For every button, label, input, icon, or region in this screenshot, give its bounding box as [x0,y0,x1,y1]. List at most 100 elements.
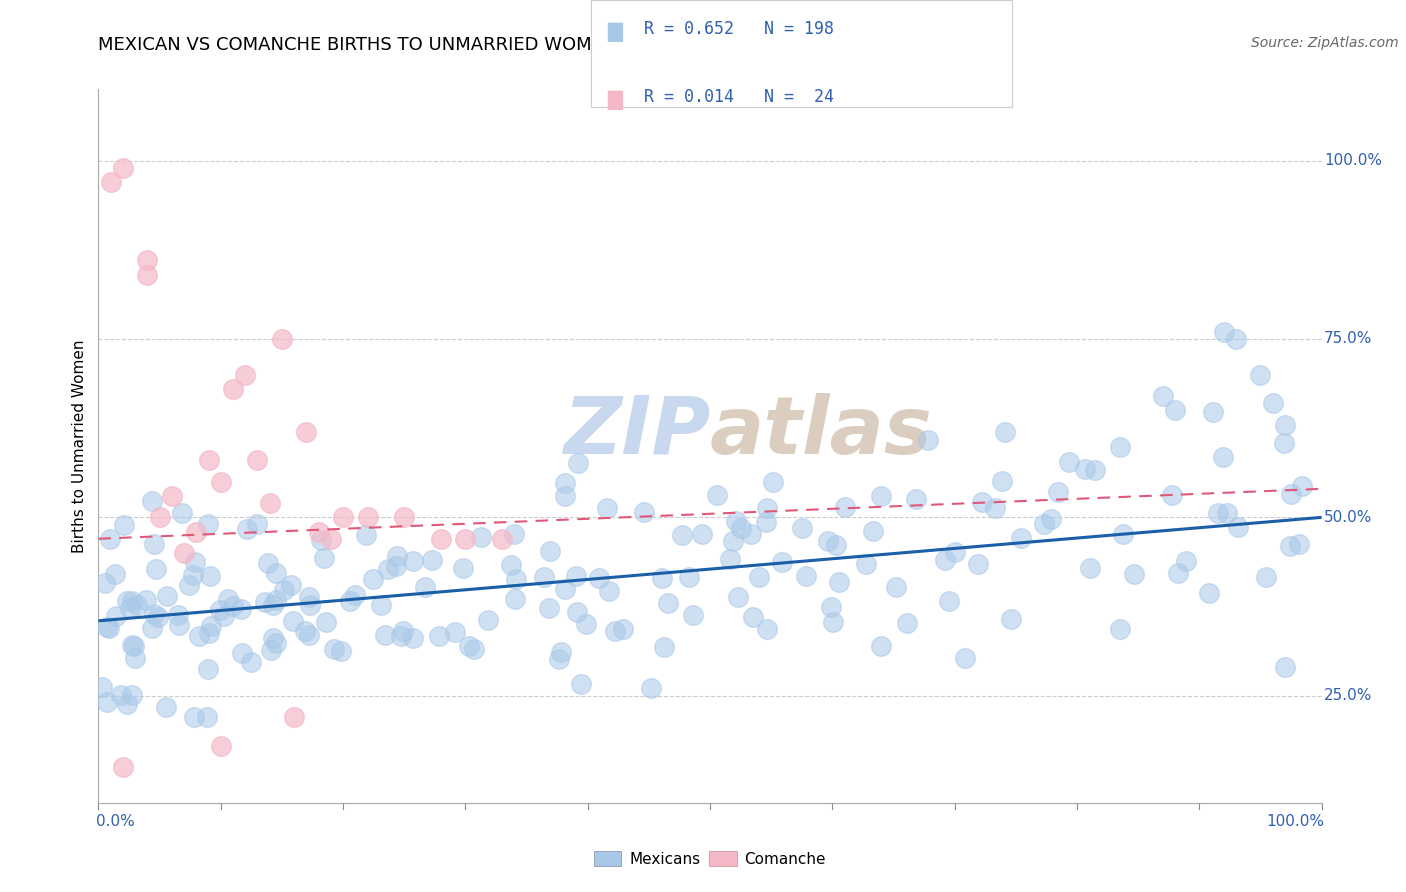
Point [145,562,167,576]
Point [387,549,409,563]
Point [725,515,748,529]
Point [1206,506,1229,520]
Text: 100.0%: 100.0% [1324,153,1382,168]
Point [141,494,163,508]
Point [567,456,589,470]
Text: 75.0%: 75.0% [1324,332,1372,346]
Point [1274,417,1296,432]
Point [280,578,302,592]
Point [503,526,526,541]
Point [299,598,322,612]
Point [181,567,204,582]
Point [209,739,232,753]
Point [1202,405,1225,419]
Point [1249,368,1271,382]
Point [186,524,208,539]
Point [454,532,477,546]
Point [93,576,115,591]
Point [1084,463,1107,477]
Point [167,617,190,632]
Point [678,570,700,584]
Point [217,592,239,607]
Point [575,616,598,631]
Point [254,594,277,608]
Point [389,629,412,643]
Point [422,553,444,567]
Point [598,583,620,598]
Point [229,602,252,616]
Point [588,571,610,585]
Point [112,517,135,532]
Point [172,506,194,520]
Point [91,681,114,695]
Point [463,642,485,657]
Point [105,608,128,623]
Point [855,557,877,571]
Point [402,553,425,567]
Point [392,510,416,524]
Point [197,662,219,676]
Point [111,760,134,774]
Y-axis label: Births to Unmarried Women: Births to Unmarried Women [72,339,87,553]
Point [195,710,218,724]
Point [533,570,555,584]
Point [730,521,752,535]
Point [828,574,851,589]
Point [298,627,321,641]
Point [319,532,342,546]
Point [755,622,778,636]
Point [1108,440,1130,454]
Point [136,268,159,282]
Point [671,528,693,542]
Point [356,510,378,524]
Point [370,598,392,612]
Point [1039,512,1062,526]
Point [308,524,330,539]
Point [820,599,842,614]
Point [121,593,143,607]
Point [938,594,960,608]
Point [1074,462,1097,476]
Point [451,561,474,575]
Point [264,566,287,580]
Point [505,592,527,607]
Point [198,569,221,583]
Point [896,616,918,631]
Point [311,533,333,547]
Point [1225,332,1247,346]
Point [748,569,770,583]
Point [136,253,159,268]
Point [273,583,295,598]
Point [98,533,121,547]
Point [222,599,245,613]
Point [233,368,256,382]
Point [110,689,132,703]
Point [135,593,157,607]
Point [756,500,779,515]
Point [197,626,219,640]
Point [121,638,143,652]
Point [554,490,576,504]
Point [166,608,188,623]
Point [1161,488,1184,502]
Text: Source: ZipAtlas.com: Source: ZipAtlas.com [1251,36,1399,50]
Point [966,557,988,571]
Point [118,601,141,615]
Point [104,566,127,581]
Point [183,555,205,569]
Point [1226,520,1249,534]
Text: MEXICAN VS COMANCHE BIRTHS TO UNMARRIED WOMEN CORRELATION CHART: MEXICAN VS COMANCHE BIRTHS TO UNMARRIED … [98,36,817,54]
Point [222,382,245,396]
Point [1152,389,1174,403]
Point [706,488,728,502]
Point [111,161,134,175]
Point [1167,566,1189,580]
Point [1279,540,1302,554]
Point [538,544,561,558]
Point [790,521,813,535]
Point [121,689,143,703]
Point [569,677,592,691]
Point [200,619,222,633]
Point [143,536,166,550]
Point [565,569,588,583]
